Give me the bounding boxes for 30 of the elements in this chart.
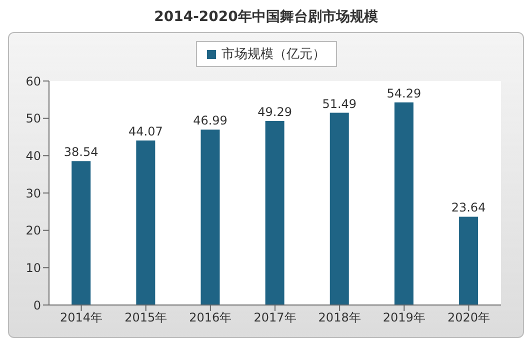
data-label: 46.99 xyxy=(193,114,228,128)
x-tick-label: 2014年 xyxy=(60,310,103,325)
chart-title: 2014-2020年中国舞台剧市场规模 xyxy=(153,8,379,26)
x-tick-label: 2018年 xyxy=(318,310,361,325)
y-tick-label: 0 xyxy=(33,298,41,312)
bar xyxy=(72,161,91,305)
data-label: 49.29 xyxy=(258,104,292,119)
bar xyxy=(330,112,349,305)
data-label: 23.64 xyxy=(451,200,486,215)
data-label: 51.49 xyxy=(322,96,357,111)
bar xyxy=(394,102,414,305)
x-tick-label: 2019年 xyxy=(382,310,426,325)
data-label: 44.07 xyxy=(128,124,163,138)
y-tick-label: 30 xyxy=(26,186,41,200)
x-tick-label: 2017年 xyxy=(254,310,296,325)
y-tick-label: 40 xyxy=(26,148,41,163)
y-tick-label: 20 xyxy=(26,224,41,238)
x-tick-label: 2016年 xyxy=(189,310,232,325)
data-label: 54.29 xyxy=(386,86,422,100)
x-tick-label: 2020年 xyxy=(447,310,490,325)
y-tick-label: 50 xyxy=(26,112,41,126)
bar xyxy=(265,120,284,305)
bar xyxy=(459,216,478,305)
x-tick-label: 2015年 xyxy=(124,310,168,325)
y-tick-label: 60 xyxy=(26,74,41,88)
bar xyxy=(136,140,156,305)
bar xyxy=(200,130,220,305)
data-label: 38.54 xyxy=(64,145,98,160)
legend-label: 市场规模（亿元） xyxy=(220,46,326,63)
y-tick-label: 10 xyxy=(26,260,41,275)
